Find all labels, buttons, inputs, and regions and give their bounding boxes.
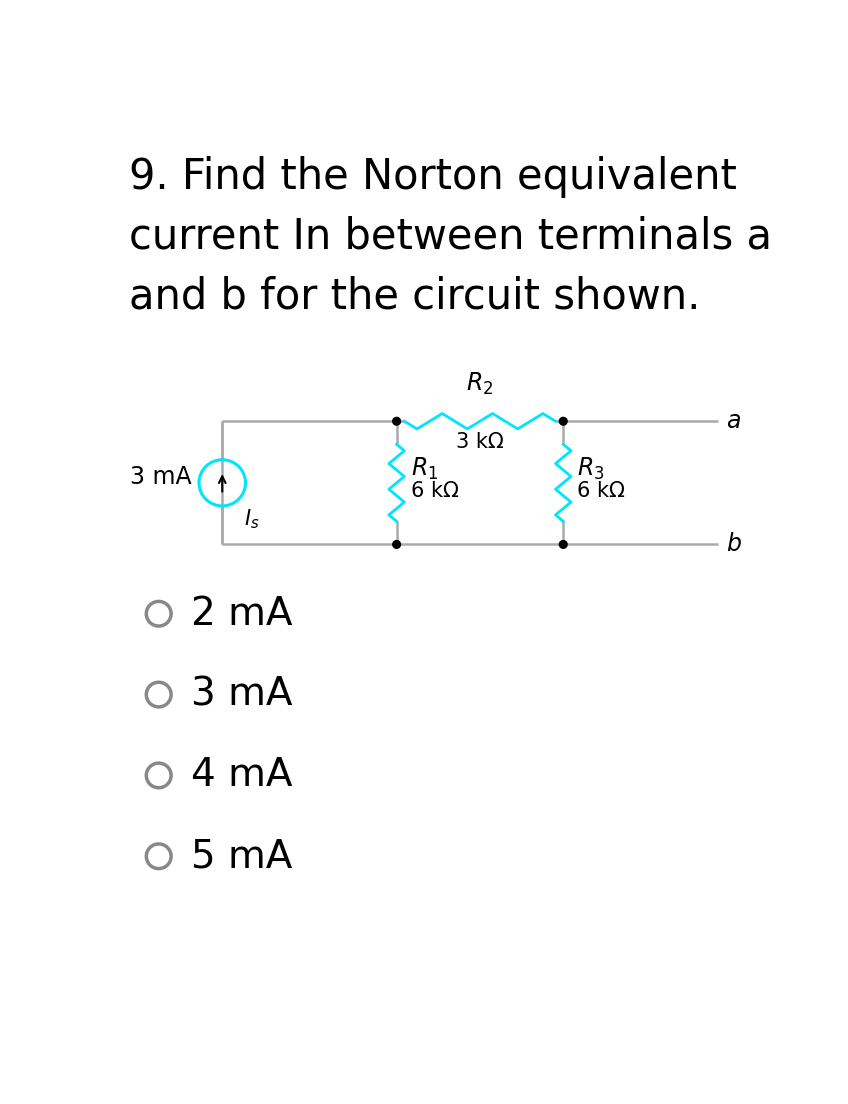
Text: $R_1$: $R_1$	[410, 456, 438, 482]
Text: $R_2$: $R_2$	[466, 370, 494, 396]
Text: 5 mA: 5 mA	[192, 837, 293, 875]
Text: 6 kΩ: 6 kΩ	[410, 480, 459, 500]
Text: a: a	[726, 410, 740, 433]
Text: 2 mA: 2 mA	[192, 595, 293, 633]
Circle shape	[560, 417, 567, 425]
Text: 3 mA: 3 mA	[130, 465, 192, 489]
Text: 3 mA: 3 mA	[192, 676, 293, 713]
Text: $R_3$: $R_3$	[577, 456, 605, 482]
Text: b: b	[726, 532, 741, 556]
Circle shape	[393, 541, 400, 549]
Text: $I_s$: $I_s$	[244, 508, 259, 531]
Circle shape	[560, 541, 567, 549]
Text: 9. Find the Norton equivalent: 9. Find the Norton equivalent	[129, 156, 737, 198]
Text: 3 kΩ: 3 kΩ	[456, 432, 504, 452]
Text: 6 kΩ: 6 kΩ	[577, 480, 625, 500]
Text: and b for the circuit shown.: and b for the circuit shown.	[129, 276, 700, 318]
Circle shape	[393, 417, 400, 425]
Text: 4 mA: 4 mA	[192, 756, 293, 795]
Text: current In between terminals a: current In between terminals a	[129, 215, 773, 257]
